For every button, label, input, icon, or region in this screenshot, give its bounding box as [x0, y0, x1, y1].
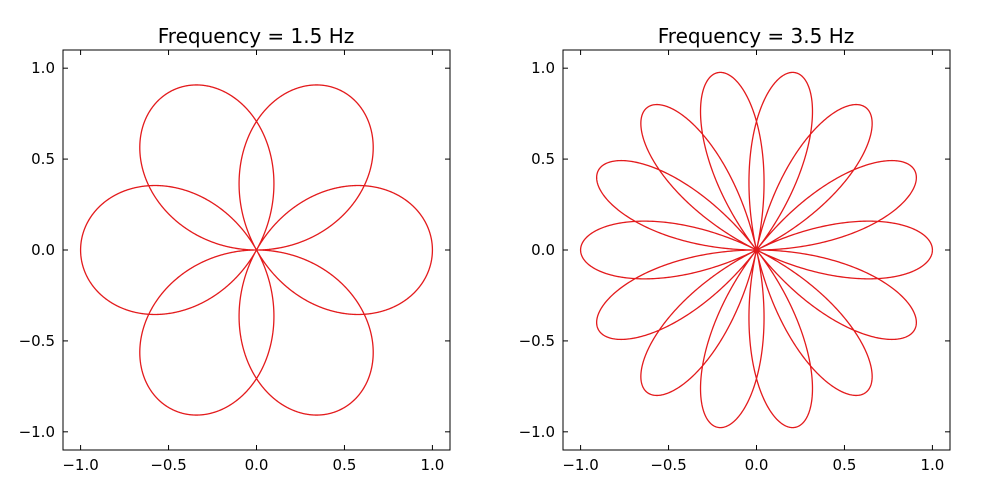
x-tick-label-2-1: −1.0	[562, 456, 598, 474]
chart-title-1: Frequency = 1.5 Hz	[158, 24, 355, 48]
x-tick-label-2-5: 1.0	[920, 456, 944, 474]
x-tick-label-1-5: 1.0	[420, 456, 444, 474]
series-line-2-1	[579, 71, 934, 429]
y-tick-label-1-1: −1.0	[19, 423, 55, 441]
y-tick-label-1-2: −0.5	[19, 332, 55, 350]
curve-group-1	[79, 84, 434, 416]
y-tick-label-1-4: 0.5	[31, 150, 55, 168]
x-tick-label-2-4: 0.5	[833, 456, 857, 474]
y-tick-label-2-2: −0.5	[519, 332, 555, 350]
y-tick-label-2-4: 0.5	[531, 150, 555, 168]
y-tick-label-1-5: 1.0	[31, 59, 55, 77]
curve-group-2	[579, 71, 934, 429]
ticks-group-2: −1.0 −0.5 0.0 0.5 1.0 −1.0 −0.5 0.0 0.5 1.0	[519, 50, 950, 474]
y-tick-label-2-1: −1.0	[519, 423, 555, 441]
y-tick-label-2-3: 0.0	[531, 241, 555, 259]
chart-panel-2: Frequency = 3.5 Hz −1.0 −0.5 0.0 0.5 1.0−1.0…	[519, 24, 951, 474]
y-tick-label-1-3: 0.0	[31, 241, 55, 259]
chart-panel-1: Frequency = 1.5 Hz −1.0 −0.5 0.0 0.5 1.0−1.0…	[19, 24, 451, 474]
x-tick-label-1-2: −0.5	[150, 456, 186, 474]
x-tick-label-2-2: −0.5	[650, 456, 686, 474]
ticks-group-1: −1.0 −0.5 0.0 0.5 1.0 −1.0 −0.5 0.0 0.5 1.0	[19, 50, 450, 474]
chart-title-2: Frequency = 3.5 Hz	[658, 24, 855, 48]
series-line-1-1	[79, 84, 434, 416]
x-tick-label-1-4: 0.5	[333, 456, 357, 474]
y-tick-label-2-5: 1.0	[531, 59, 555, 77]
x-tick-label-2-3: 0.0	[745, 456, 769, 474]
x-tick-label-1-3: 0.0	[245, 456, 269, 474]
x-tick-label-1-1: −1.0	[62, 456, 98, 474]
